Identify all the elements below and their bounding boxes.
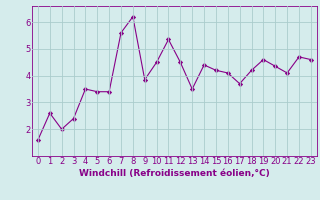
X-axis label: Windchill (Refroidissement éolien,°C): Windchill (Refroidissement éolien,°C) xyxy=(79,169,270,178)
